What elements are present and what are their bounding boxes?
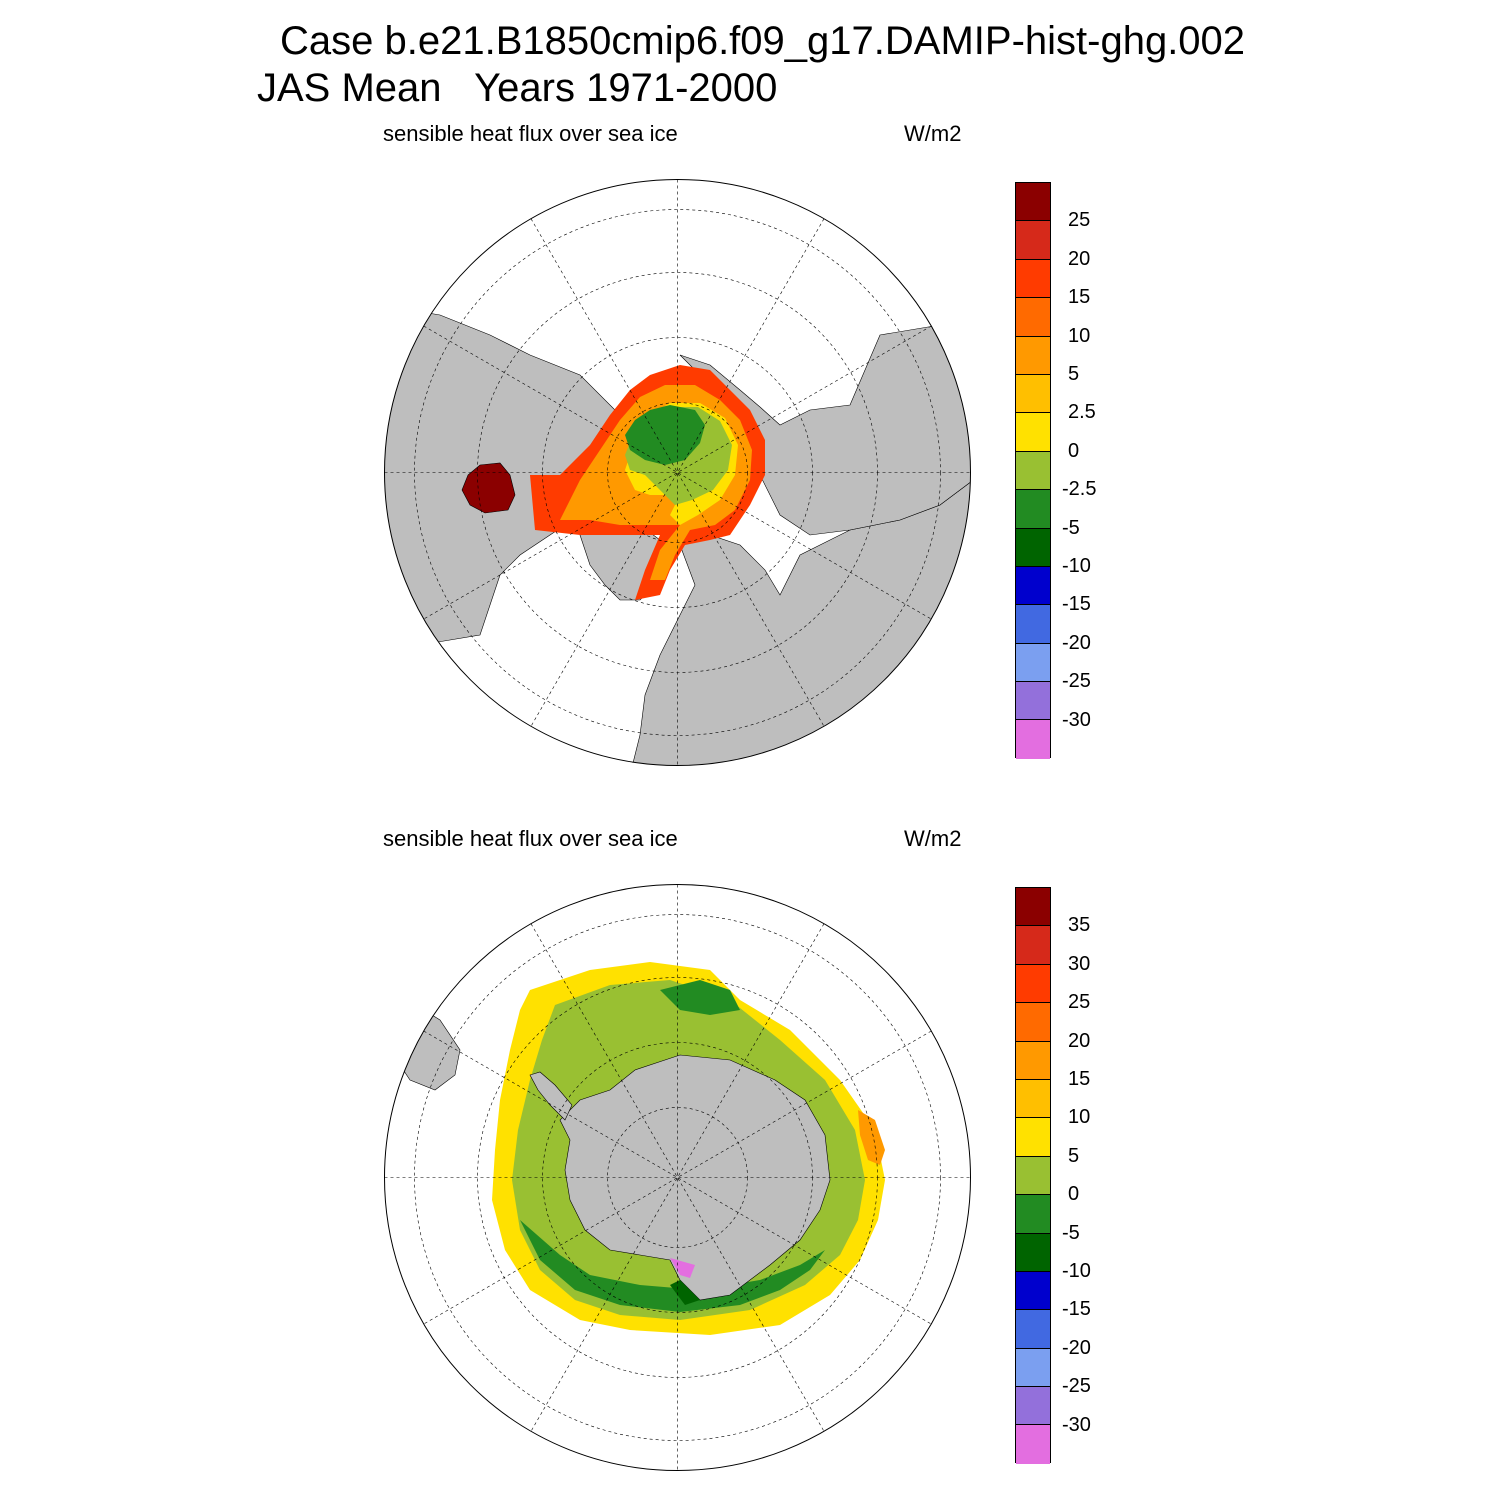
north-colorbar-bin	[1016, 720, 1050, 759]
colorbar-label: 10	[1068, 1106, 1091, 1129]
north-colorbar-bin	[1016, 566, 1050, 606]
north-panel-title: sensible heat flux over sea ice	[383, 121, 678, 146]
figure-title-case: Case b.e21.B1850cmip6.f09_g17.DAMIP-hist…	[280, 19, 1246, 63]
south-colorbar-bin	[1016, 1425, 1050, 1464]
south-colorbar-bin	[1016, 1195, 1050, 1234]
south-panel-title: sensible heat flux over sea ice	[383, 826, 678, 851]
north-panel-units: W/m2	[904, 121, 962, 146]
hudson-bay-high-flux	[461, 462, 516, 514]
north-colorbar-bin	[1016, 336, 1050, 375]
graticule	[384, 884, 971, 1471]
south-colorbar-bin	[1016, 1387, 1050, 1426]
colorbar-label: 35	[1068, 914, 1091, 937]
north-colorbar-bin	[1016, 298, 1050, 337]
coastal-negative-flux	[670, 1258, 695, 1278]
colorbar-label: -25	[1062, 670, 1091, 693]
north-colorbar-bin	[1016, 183, 1050, 222]
south-colorbar-bin	[1016, 1118, 1050, 1157]
colorbar-label: 30	[1068, 952, 1091, 975]
colorbar-label: -20	[1062, 631, 1091, 654]
north-colorbar	[1015, 182, 1051, 759]
colorbar-label: 5	[1068, 363, 1080, 385]
north-colorbar-bin	[1016, 605, 1050, 644]
colorbar-label: -15	[1062, 1298, 1091, 1321]
south-colorbar-bin	[1016, 1271, 1050, 1311]
figure-title-period: JAS Mean Years 1971-2000	[257, 66, 778, 110]
south-colorbar-bin	[1016, 1003, 1050, 1042]
colorbar-label: -5	[1062, 1221, 1080, 1244]
colorbar-label: -10	[1062, 555, 1091, 577]
colorbar-label: 10	[1068, 324, 1091, 347]
colorbar-label: 20	[1068, 1029, 1091, 1052]
south-colorbar-bin	[1016, 1079, 1050, 1119]
north-colorbar-bin	[1016, 643, 1050, 683]
north-colorbar-bin	[1016, 374, 1050, 414]
ice-green-core	[625, 405, 705, 465]
north-colorbar-bin	[1016, 528, 1050, 567]
colorbar-label: -5	[1062, 516, 1080, 539]
colorbar-label: 2.5	[1068, 401, 1096, 424]
south-colorbar-bin	[1016, 888, 1050, 927]
north-colorbar-bin	[1016, 490, 1050, 529]
colorbar-label: 0	[1068, 439, 1080, 462]
ice-green-north	[660, 980, 740, 1015]
colorbar-label: 0	[1068, 1183, 1080, 1206]
colorbar-label: -30	[1062, 708, 1091, 731]
graticule	[384, 179, 971, 766]
colorbar-label: 25	[1068, 209, 1091, 232]
south-polar-map	[384, 884, 971, 1471]
south-colorbar-bin	[1016, 1156, 1050, 1196]
south-colorbar-bin	[1016, 1348, 1050, 1388]
south-colorbar-bin	[1016, 964, 1050, 1004]
south-colorbar-bin	[1016, 1233, 1050, 1272]
coastal-dark-green	[670, 1280, 700, 1305]
north-colorbar-bin	[1016, 682, 1050, 721]
north-colorbar-bin	[1016, 259, 1050, 299]
north-colorbar-bin	[1016, 221, 1050, 260]
south-colorbar-bin	[1016, 926, 1050, 965]
south-panel-units: W/m2	[904, 826, 962, 851]
south-colorbar-bin	[1016, 1310, 1050, 1349]
colorbar-label: 5	[1068, 1144, 1080, 1167]
colorbar-label: -25	[1062, 1375, 1091, 1398]
colorbar-label: -10	[1062, 1260, 1091, 1282]
ice-green-zone	[520, 1220, 825, 1312]
north-colorbar-bin	[1016, 451, 1050, 491]
land-antarctic-peninsula	[529, 1071, 573, 1121]
colorbar-label: -2.5	[1062, 478, 1097, 501]
north-colorbar-bin	[1016, 413, 1050, 452]
colorbar-label: 15	[1068, 286, 1091, 309]
south-colorbar-bin	[1016, 1041, 1050, 1080]
colorbar-label: -15	[1062, 593, 1091, 616]
colorbar-label: 20	[1068, 247, 1091, 270]
north-polar-map	[384, 179, 971, 766]
colorbar-label: 15	[1068, 1068, 1091, 1090]
colorbar-label: 25	[1068, 991, 1091, 1014]
colorbar-label: -20	[1062, 1336, 1091, 1359]
colorbar-label: -30	[1062, 1413, 1091, 1436]
south-colorbar	[1015, 887, 1051, 1464]
ice-orange-patch	[858, 1110, 885, 1165]
